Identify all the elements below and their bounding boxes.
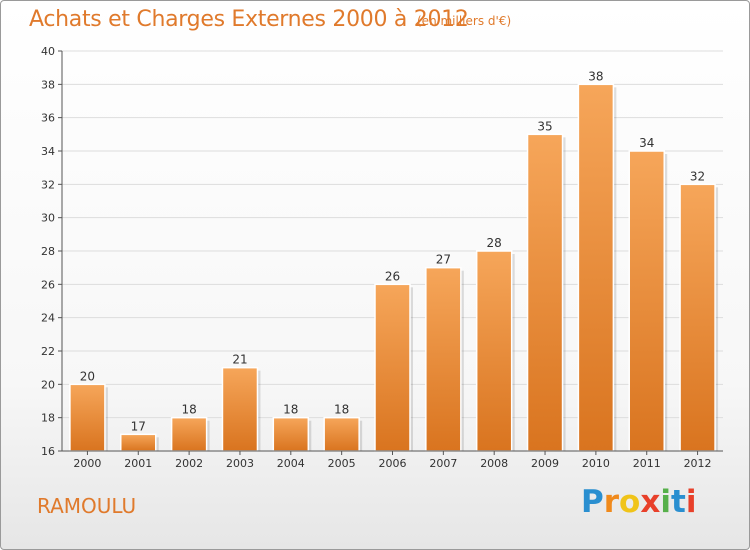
x-tick-label: 2004 [277, 457, 305, 470]
y-tick-label: 38 [41, 78, 55, 91]
bar-value-label: 18 [283, 403, 298, 417]
bars [69, 83, 719, 452]
bar [475, 250, 513, 452]
x-tick-label: 2001 [124, 457, 152, 470]
x-tick-label: 2003 [226, 457, 254, 470]
y-tick-label: 26 [41, 278, 55, 291]
y-tick-label: 24 [41, 312, 55, 325]
bar-value-label: 17 [131, 419, 146, 433]
bar [526, 133, 564, 452]
x-tick-label: 2007 [429, 457, 457, 470]
y-tick-label: 40 [41, 45, 55, 58]
bar [374, 283, 411, 452]
logo-letter: r [603, 484, 620, 520]
x-tick-label: 2009 [531, 457, 559, 470]
bar [628, 150, 665, 452]
axes [58, 50, 723, 455]
bar-value-label: 35 [537, 119, 552, 133]
logo-letter: x [640, 484, 661, 520]
y-tick-label: 32 [41, 178, 55, 191]
bar-value-label: 21 [232, 353, 247, 367]
commune-name: RAMOULU [37, 494, 137, 518]
logo-letter: i [685, 484, 697, 520]
chart-title: Achats et Charges Externes 2000 à 2012 [29, 7, 469, 32]
bar-value-label: 26 [385, 269, 400, 283]
x-tick-label: 2008 [480, 457, 508, 470]
y-tick-label: 20 [41, 378, 55, 391]
x-tick-label: 2006 [379, 457, 407, 470]
proxiti-logo: Proxiti [581, 484, 696, 520]
bar-value-label: 32 [690, 169, 705, 183]
x-tick-label: 2011 [633, 457, 661, 470]
bar-value-label: 27 [436, 253, 451, 267]
logo-letter: i [660, 484, 671, 520]
bar-value-label: 28 [487, 236, 502, 250]
bar [69, 383, 106, 452]
bar [577, 83, 615, 452]
logo-letter: P [581, 484, 604, 520]
y-tick-label: 30 [41, 212, 55, 225]
bar [170, 416, 208, 452]
x-tick-label: 2010 [582, 457, 610, 470]
labels: 16 18 20 22 24 26 28 30 32 34 36 38 40 20 2000 17 2001 18… [41, 45, 712, 470]
bar-value-label: 38 [588, 69, 603, 83]
bar [679, 183, 716, 452]
y-tick-label: 16 [41, 445, 55, 458]
y-tick-label: 36 [41, 112, 55, 125]
bar [120, 433, 157, 452]
bar [323, 416, 360, 452]
y-tick-label: 34 [41, 145, 55, 158]
chart-subtitle: (en milliers d'€) [417, 14, 512, 28]
x-tick-label: 2002 [175, 457, 203, 470]
y-tick-label: 22 [41, 345, 55, 358]
logo-letter: o [619, 484, 641, 520]
bar [221, 366, 259, 452]
bar-value-label: 18 [181, 403, 196, 417]
x-tick-label: 2005 [328, 457, 356, 470]
bar-value-label: 20 [80, 369, 95, 383]
x-tick-label: 2012 [684, 457, 712, 470]
y-tick-label: 28 [41, 245, 55, 258]
x-tick-label: 2000 [73, 457, 101, 470]
bar [425, 266, 462, 452]
bar-value-label: 18 [334, 403, 349, 417]
bar [272, 416, 310, 452]
bar-value-label: 34 [639, 136, 654, 150]
y-tick-label: 18 [41, 412, 55, 425]
logo-letter: t [670, 484, 686, 520]
